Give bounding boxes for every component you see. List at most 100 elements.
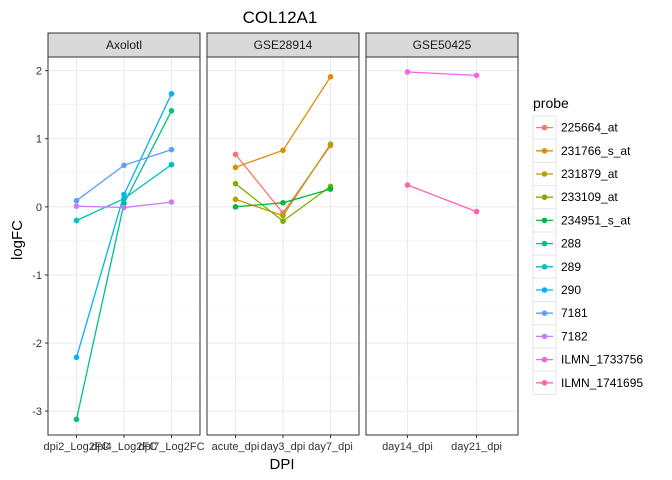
facet-strip [206, 32, 360, 58]
data-point-234951-s-at [327, 186, 334, 192]
legend-key-point [541, 171, 548, 177]
y-axis-title: logFC [9, 220, 26, 260]
facet-panels: Axolotl dpi2_Log2FCdpi4_Log2FCdpi7_Log2FC… [43, 32, 519, 453]
legend-item-7181: 7181 [532, 301, 588, 326]
data-point-233109-at [232, 180, 239, 187]
y-tick-label: -1 [32, 270, 42, 282]
legend-key-point [541, 148, 548, 154]
x-tick-label: dpi4_Log2FC [91, 441, 157, 453]
data-point-7181 [121, 162, 127, 169]
data-point-288 [121, 200, 127, 207]
legend-label: 234951_s_at [561, 213, 631, 227]
data-point-ilmn-1741695 [473, 208, 480, 215]
x-tick-label: day7_dpi [308, 441, 353, 453]
legend-label: 288 [561, 237, 581, 251]
chart-title: COL12A1 [243, 8, 318, 27]
data-point-ilmn-1741695 [404, 182, 411, 188]
data-point-234951-s-at [232, 204, 239, 210]
data-point-288 [168, 108, 175, 114]
data-point-7182 [121, 204, 127, 211]
legend-key-point [541, 124, 548, 131]
legend-key-point [541, 217, 548, 224]
panel-background [366, 57, 518, 435]
y-tick-label: 0 [36, 202, 42, 214]
legend-key-point [541, 194, 548, 200]
x-tick-label: dpi7_Log2FC [138, 441, 204, 453]
legend-item-233109-at: 233109_at [532, 185, 618, 210]
y-axis: 2 1 0 -1 -2 -3 [32, 66, 48, 418]
legend-key-point [541, 287, 548, 293]
y-tick-label: -2 [32, 338, 42, 350]
data-point-231766-s-at [327, 73, 334, 80]
legend-item-7182: 7182 [532, 324, 588, 349]
legend-item-231879-at: 231879_at [532, 161, 618, 187]
legend-key-point [541, 264, 548, 270]
x-tick-label: day14_dpi [382, 441, 433, 453]
legend-label: 231766_s_at [561, 144, 631, 158]
legend-item-231766-s-at: 231766_s_at [532, 138, 631, 163]
data-point-290 [121, 191, 127, 198]
x-tick-label: dpi2_Log2FC [43, 441, 109, 453]
legend-item-ilmn-1741695: ILMN_1741695 [532, 370, 643, 395]
data-point-7182 [73, 203, 80, 209]
y-tick-label: 2 [36, 66, 42, 78]
facet-strip-label: GSE50425 [413, 38, 472, 52]
x-axis-title: DPI [269, 456, 294, 473]
data-point-231766-s-at [232, 164, 239, 171]
facet-panel-gse50425: GSE50425 day14_dpi day21_dpi [365, 32, 519, 453]
data-point-289 [168, 161, 175, 168]
legend-label: 225664_at [561, 121, 618, 135]
legend-label: ILMN_1733756 [561, 353, 643, 367]
legend-label: ILMN_1741695 [561, 376, 643, 390]
y-tick-label: 1 [36, 134, 42, 146]
legend-title: probe [533, 95, 569, 111]
legend: probe 225664_at 231766_s_at 231879_at 23310… [532, 95, 643, 395]
data-point-231879-at [280, 212, 286, 219]
data-point-ilmn-1733756 [473, 72, 480, 79]
legend-label: 7182 [561, 329, 588, 343]
legend-key-point [541, 310, 548, 317]
legend-key-point [541, 380, 548, 386]
data-point-290 [168, 90, 175, 97]
legend-item-289: 289 [532, 254, 581, 279]
facet-strip [47, 32, 201, 58]
legend-item-234951-s-at: 234951_s_at [532, 208, 631, 233]
facet-strip [365, 32, 519, 58]
series-line-ilmn-1741695 [407, 184, 477, 213]
data-point-234951-s-at [280, 199, 286, 206]
legend-label: 231879_at [561, 167, 618, 181]
series-line-ilmn-1733756 [407, 71, 477, 77]
data-point-225664-at [232, 151, 239, 158]
data-point-7181 [73, 197, 80, 204]
data-point-233109-at [280, 218, 286, 224]
legend-key-point [541, 333, 548, 340]
data-point-231766-s-at [280, 147, 286, 154]
data-point-ilmn-1733756 [404, 69, 411, 75]
legend-label: 233109_at [561, 190, 618, 204]
data-point-289 [73, 217, 80, 224]
legend-item-225664-at: 225664_at [532, 115, 618, 140]
data-point-231879-at [232, 196, 239, 203]
facet-panel-gse28914: GSE28914 acute_dpi day3_dpi day7_dpi [206, 32, 360, 453]
x-tick-label: day3_dpi [261, 441, 306, 453]
legend-label: 290 [561, 283, 581, 297]
data-point-288 [73, 416, 80, 423]
legend-item-290: 290 [532, 277, 581, 303]
data-point-7181 [168, 146, 175, 153]
legend-key-point [541, 240, 548, 247]
data-point-231879-at [327, 141, 334, 147]
legend-key-point [541, 356, 548, 363]
facet-strip-label: Axolotl [106, 38, 142, 52]
legend-label: 7181 [561, 306, 588, 320]
y-tick-label: -3 [32, 406, 42, 418]
legend-item-288: 288 [532, 231, 581, 256]
legend-item-ilmn-1733756: ILMN_1733756 [532, 347, 643, 372]
x-tick-label: day21_dpi [451, 441, 502, 453]
legend-label: 289 [561, 260, 581, 274]
x-tick-label: acute_dpi [212, 441, 260, 453]
facet-strip-label: GSE28914 [254, 38, 313, 52]
data-point-290 [73, 354, 80, 361]
data-point-7182 [168, 199, 175, 205]
